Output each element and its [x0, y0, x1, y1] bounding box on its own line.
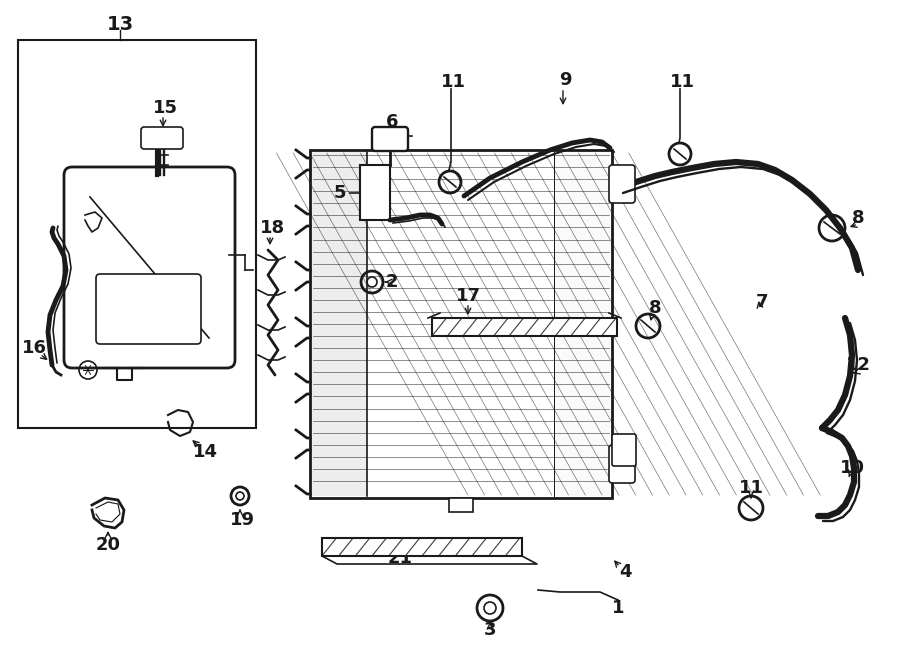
Bar	[145, 140, 169, 148]
Text: 17: 17	[455, 287, 481, 305]
FancyBboxPatch shape	[96, 274, 201, 344]
Bar	[310, 150, 612, 498]
Text: 15: 15	[152, 99, 177, 117]
Text: 11: 11	[670, 73, 695, 91]
FancyBboxPatch shape	[609, 165, 635, 203]
Text: 4: 4	[619, 563, 631, 581]
Bar	[360, 165, 390, 220]
Text: 8: 8	[649, 299, 662, 317]
FancyBboxPatch shape	[609, 445, 635, 483]
Text: 1: 1	[612, 599, 625, 617]
Text: 18: 18	[259, 219, 284, 237]
Text: 11: 11	[440, 73, 465, 91]
Bar	[449, 498, 473, 512]
Text: 12: 12	[845, 356, 870, 374]
Text: 19: 19	[230, 511, 255, 529]
Bar	[432, 318, 617, 336]
Text: 9: 9	[559, 71, 572, 89]
Bar	[312, 152, 367, 496]
FancyBboxPatch shape	[141, 127, 183, 149]
Text: 13: 13	[106, 15, 133, 34]
Text: 16: 16	[22, 339, 47, 357]
Bar	[322, 538, 522, 556]
Text: 5: 5	[334, 184, 346, 202]
Text: 7: 7	[756, 293, 769, 311]
Bar	[18, 40, 256, 428]
Text: 21: 21	[388, 549, 412, 567]
Text: 20: 20	[95, 536, 121, 554]
Text: 6: 6	[386, 113, 399, 131]
FancyBboxPatch shape	[64, 167, 235, 368]
Text: 8: 8	[851, 209, 864, 227]
Text: 11: 11	[739, 479, 763, 497]
Bar	[554, 152, 610, 496]
FancyBboxPatch shape	[372, 127, 408, 151]
Text: 14: 14	[193, 443, 218, 461]
Text: 10: 10	[840, 459, 865, 477]
Text: 2: 2	[386, 273, 399, 291]
FancyBboxPatch shape	[612, 434, 636, 466]
Text: 3: 3	[484, 621, 496, 639]
